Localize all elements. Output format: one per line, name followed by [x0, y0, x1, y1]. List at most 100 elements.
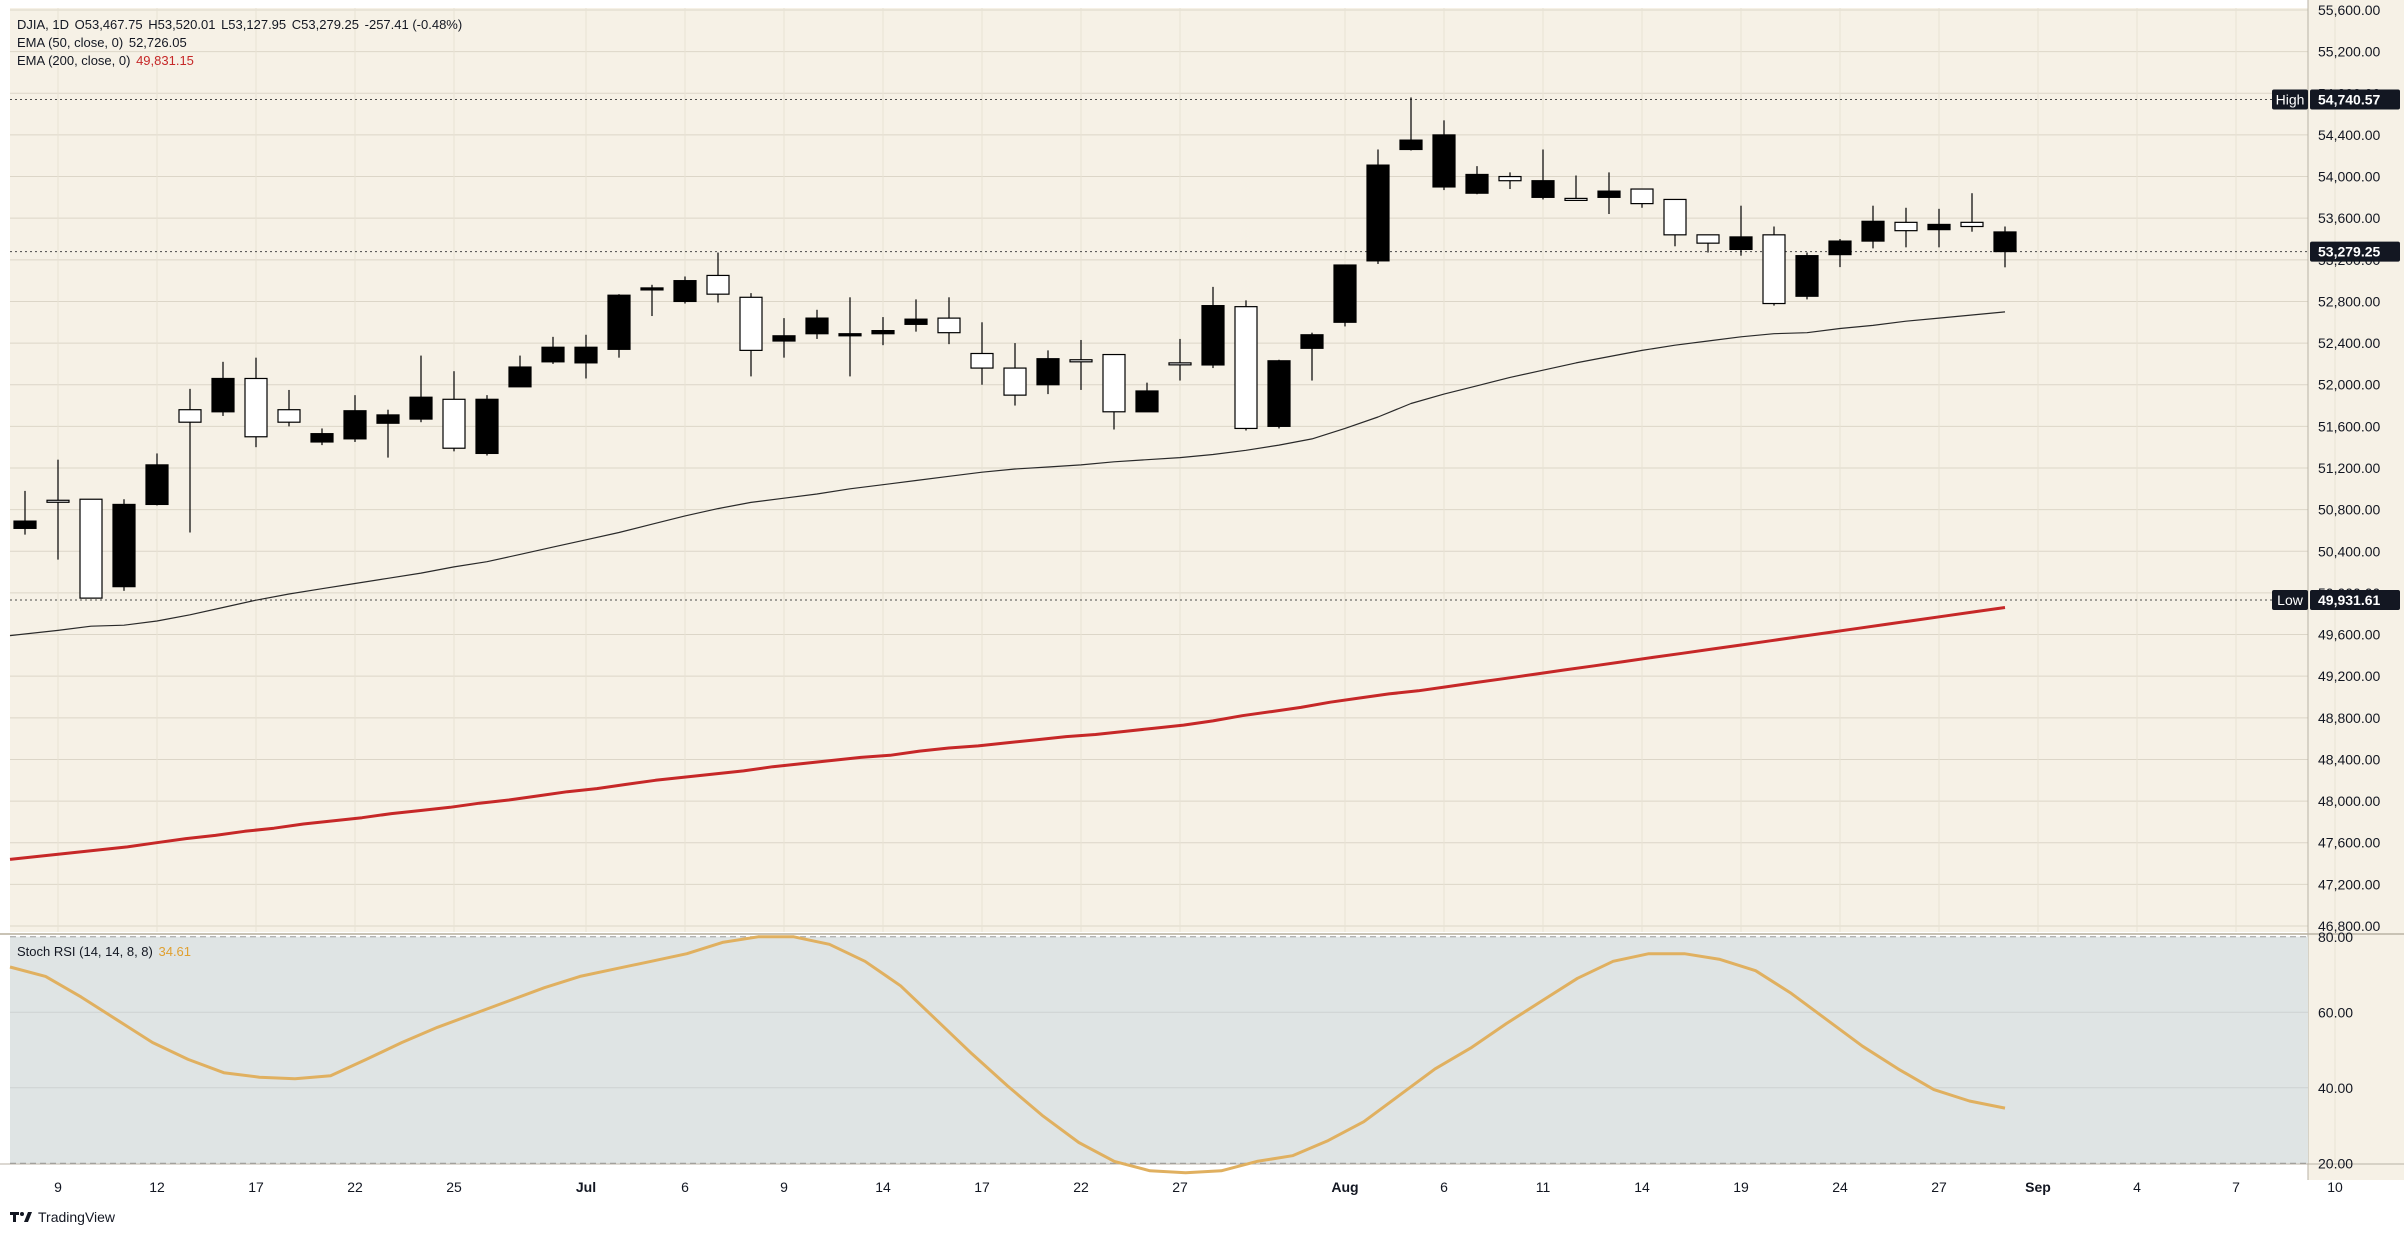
candle [475, 395, 499, 456]
candle-body-down [640, 287, 664, 291]
time-tick-label: 19 [1733, 1179, 1749, 1195]
candle [1960, 193, 1984, 232]
high-badge-label: High [2276, 91, 2305, 107]
candle-body-down [409, 396, 433, 420]
candle [277, 389, 301, 427]
time-axis-labels: 9 12 17 22 25 Jul 6 9 14 17 22 27 Aug 6 11 14 19 24 27 Sep 4… [54, 1179, 2343, 1195]
candle [1927, 208, 1951, 248]
price-tick-label: 55,200.00 [2318, 44, 2380, 60]
candle [1069, 339, 1093, 390]
candle-body-up [178, 409, 202, 423]
low-badge-value: 49,931.61 [2318, 592, 2380, 608]
candle-body-up [1069, 359, 1093, 363]
candle-body-up [937, 317, 961, 334]
last-price-badge-value: 53,279.25 [2318, 244, 2380, 260]
candle-body-down [1036, 358, 1060, 386]
candle [1564, 175, 1588, 202]
price-tick-label: 50,400.00 [2318, 543, 2380, 559]
rsi-tick-label: 40.00 [2318, 1080, 2353, 1096]
ema50-line [9, 311, 2006, 637]
candle-body-up [442, 398, 466, 449]
price-tick-label: 54,000.00 [2318, 169, 2380, 185]
candle-body-down [1135, 390, 1159, 413]
candle [376, 409, 400, 458]
candle [1036, 350, 1060, 395]
time-tick-label: 17 [974, 1179, 990, 1195]
price-tick-label: 52,400.00 [2318, 335, 2380, 351]
ema50-legend: EMA (50, close, 0) 52,726.05 [17, 35, 189, 50]
price-tick-label: 48,000.00 [2318, 793, 2380, 809]
price-tick-label: 49,600.00 [2318, 627, 2380, 643]
last-price-badge-value-box [2310, 241, 2400, 262]
candle [1828, 239, 1852, 268]
time-tick-label: Sep [2025, 1179, 2051, 1195]
tradingview-brand[interactable]: TradingView [10, 1209, 115, 1225]
candle-body-up [970, 352, 994, 369]
time-tick-label: 10 [2327, 1179, 2343, 1195]
candle [1366, 149, 1390, 264]
stoch-rsi-label: Stoch RSI (14, 14, 8, 8) [17, 944, 153, 959]
candle [1333, 264, 1357, 327]
rsi-tick-label: 60.00 [2318, 1004, 2353, 1020]
candle [1267, 359, 1291, 429]
candle [970, 322, 994, 385]
candle-body-down [772, 335, 796, 342]
price-axis-labels: 46,800.00 47,200.00 47,600.00 48,000.00 48,4… [2318, 2, 2380, 934]
candle [1102, 353, 1126, 430]
candle-body-up [277, 409, 301, 423]
last-price-badge: 53,279.25 [2310, 241, 2400, 262]
price-tick-label: 47,200.00 [2318, 876, 2380, 892]
time-tick-label: 22 [347, 1179, 363, 1195]
price-tick-label: 47,600.00 [2318, 835, 2380, 851]
ema200-label: EMA (200, close, 0) [17, 53, 131, 68]
candle-body-up [739, 296, 763, 351]
candle-body-up [46, 499, 70, 503]
candle [46, 459, 70, 560]
high-badge-value-box [2310, 89, 2400, 110]
ema50-value: 52,726.05 [128, 35, 187, 50]
candle-body-down [1828, 240, 1852, 256]
candle-body-up [1663, 198, 1687, 236]
candle [1597, 172, 1621, 215]
candle [1795, 252, 1819, 300]
rsi-gridlines: 20.00 40.00 60.00 80.00 [10, 929, 2353, 1171]
candle [739, 293, 763, 377]
time-tick-label: 9 [780, 1179, 788, 1195]
candle [13, 490, 37, 535]
candle [145, 453, 169, 506]
close-value: C53,279.25 [291, 17, 360, 32]
candle-body-down [211, 377, 235, 413]
candle [1399, 97, 1423, 151]
price-tick-label: 54,400.00 [2318, 127, 2380, 143]
candle [1003, 343, 1027, 406]
candle [343, 395, 367, 442]
price-tick-label: 49,200.00 [2318, 668, 2380, 684]
change-value: -257.41 (-0.48%) [364, 17, 463, 32]
candle-body-up [1630, 188, 1654, 205]
candle-body-down [1993, 231, 2017, 253]
time-tick-label: 14 [1634, 1179, 1650, 1195]
candle [1168, 338, 1192, 381]
candle-body-up [1003, 367, 1027, 396]
time-tick-label: 11 [1536, 1179, 1551, 1195]
candles [13, 97, 2017, 599]
time-tick-label: 4 [2133, 1179, 2141, 1195]
candle [442, 371, 466, 452]
candle-body-down [574, 346, 598, 364]
candle [706, 252, 730, 303]
candle-body-down [1861, 220, 1885, 242]
time-tick-label: 6 [681, 1179, 689, 1195]
candle-body-down [805, 317, 829, 335]
candle [904, 299, 928, 332]
candle-body-down [1927, 223, 1951, 231]
candle [838, 297, 862, 377]
candle-body-up [79, 498, 103, 599]
candle [211, 361, 235, 416]
time-tick-label: 6 [1440, 1179, 1448, 1195]
low-badge-label: Low [2277, 592, 2304, 608]
candle [772, 318, 796, 358]
time-tick-label: 17 [248, 1179, 264, 1195]
candle-body-down [541, 346, 565, 363]
ema200-line [9, 606, 2006, 861]
